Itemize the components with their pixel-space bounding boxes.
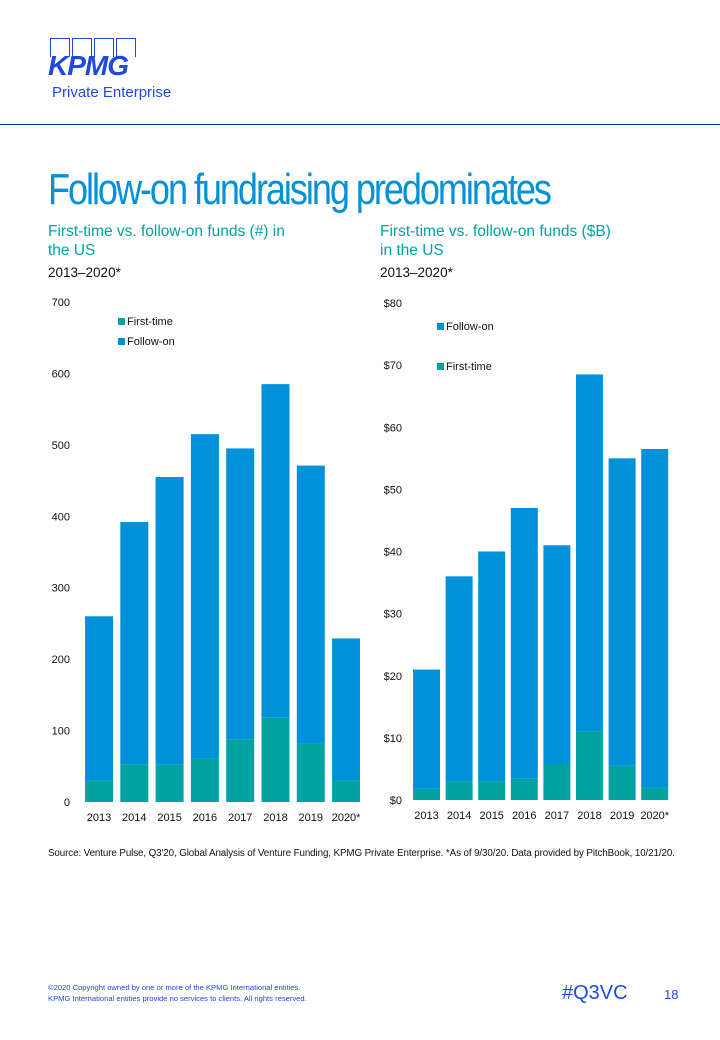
x-tick-label: 2013 <box>414 810 438 822</box>
chart2-title-line1: First-time vs. follow-on funds ($B) <box>380 223 611 240</box>
kpmg-logo: KPMG Private Enterprise <box>48 38 178 108</box>
bar-first-time-2013 <box>85 780 113 802</box>
bar-first-time-2018 <box>261 717 290 802</box>
chart2-title-line2: in the US <box>380 242 444 259</box>
x-tick-label: 2016 <box>193 812 217 824</box>
y-tick-label: 500 <box>52 440 70 452</box>
bar-first-time-2020 <box>332 780 360 802</box>
y-tick-label: 100 <box>52 726 70 738</box>
x-tick-label: 2013 <box>87 812 111 824</box>
bar-follow-on-2014 <box>445 576 473 782</box>
bar-first-time-2017 <box>226 739 255 802</box>
bar-follow-on-2018 <box>576 374 603 732</box>
chart2-subtitle: 2013–2020* <box>380 265 453 280</box>
x-tick-label: 2016 <box>512 810 536 822</box>
y-tick-label: $60 <box>384 422 402 434</box>
x-tick-label: 2017 <box>228 812 252 824</box>
x-tick-label: 2019 <box>299 812 323 824</box>
bar-first-time-2014 <box>120 764 149 802</box>
y-tick-label: 400 <box>52 511 70 523</box>
page-number: 18 <box>664 987 679 1002</box>
x-tick-label: 2015 <box>157 812 181 824</box>
bar-first-time-2016 <box>190 758 219 802</box>
bar-follow-on-2017 <box>226 448 255 740</box>
bar-follow-on-2013 <box>85 616 113 781</box>
legend-swatch <box>437 363 444 370</box>
logo-subtitle: Private Enterprise <box>52 84 172 101</box>
bar-follow-on-2013 <box>413 669 440 789</box>
bar-follow-on-2019 <box>608 458 636 766</box>
x-tick-label: 2014 <box>122 812 146 824</box>
y-tick-label: 700 <box>52 297 70 309</box>
bar-follow-on-2017 <box>543 545 571 764</box>
bar-follow-on-2018 <box>261 384 290 718</box>
legend-label: First-time <box>127 316 173 328</box>
bar-follow-on-2015 <box>155 477 184 765</box>
x-tick-label: 2020* <box>640 810 669 822</box>
chart1-title-line1: First-time vs. follow-on funds (#) in <box>48 223 285 240</box>
chart2-svg: $0 $10 $20 $30 $40 $50 $60 $70 $80 2013 2014 2015 20… <box>384 298 670 822</box>
y-tick-label: $0 <box>390 795 402 807</box>
x-tick-label: 2017 <box>545 810 569 822</box>
legend-label: Follow-on <box>127 336 175 348</box>
y-tick-label: 300 <box>52 583 70 595</box>
hashtag: #Q3VC <box>562 982 628 1004</box>
x-tick-label: 2019 <box>610 810 634 822</box>
chart1-subtitle: 2013–2020* <box>48 265 121 280</box>
y-tick-label: $10 <box>384 733 402 745</box>
bar-follow-on-2016 <box>190 434 219 759</box>
copyright: ©2020 Copyright owned by one or more of … <box>48 982 307 1004</box>
legend-label: First-time <box>446 361 492 373</box>
bar-first-time-2013 <box>413 788 440 800</box>
copyright-line1: ©2020 Copyright owned by one or more of … <box>48 983 301 992</box>
bar-first-time-2015 <box>155 764 184 802</box>
chart2-title: First-time vs. follow-on funds ($B) in t… <box>380 222 611 260</box>
y-tick-label: $40 <box>384 547 402 559</box>
bar-follow-on-2014 <box>120 522 149 765</box>
y-tick-label: $30 <box>384 609 402 621</box>
bar-first-time-2017 <box>543 763 571 800</box>
logo-boxes-icon <box>50 38 140 60</box>
chart1-title: First-time vs. follow-on funds (#) in th… <box>48 222 285 260</box>
y-tick-label: 600 <box>52 368 70 380</box>
x-tick-label: 2014 <box>447 810 471 822</box>
bar-follow-on-2015 <box>478 551 506 782</box>
x-tick-label: 2015 <box>479 810 503 822</box>
y-tick-label: $80 <box>384 298 402 310</box>
y-tick-label: $20 <box>384 671 402 683</box>
bar-first-time-2020 <box>641 787 669 800</box>
logo-word: KPMG <box>48 50 129 81</box>
legend-swatch <box>437 323 444 330</box>
x-tick-label: 2020* <box>332 812 360 824</box>
bar-first-time-2015 <box>478 781 506 800</box>
x-tick-label: 2018 <box>577 810 601 822</box>
legend-swatch <box>118 338 125 345</box>
bar-follow-on-2019 <box>296 465 325 744</box>
bar-first-time-2019 <box>608 765 636 800</box>
legend-swatch <box>118 318 125 325</box>
bar-first-time-2014 <box>445 781 473 800</box>
bar-first-time-2018 <box>576 731 603 800</box>
source-note: Source: Venture Pulse, Q3'20, Global Ana… <box>48 848 675 859</box>
y-tick-label: 0 <box>64 797 70 809</box>
bar-follow-on-2020 <box>641 448 669 788</box>
bar-follow-on-2020 <box>332 638 360 781</box>
header-divider <box>0 124 720 125</box>
y-tick-label: $70 <box>384 360 402 372</box>
y-tick-label: $50 <box>384 484 402 496</box>
bar-first-time-2016 <box>510 778 538 800</box>
bar-first-time-2019 <box>296 743 325 802</box>
chart1-title-line2: the US <box>48 242 96 259</box>
page-title: Follow-on fundraising predominates <box>48 165 552 215</box>
x-tick-label: 2018 <box>263 812 287 824</box>
legend-label: Follow-on <box>446 321 494 333</box>
chart1-svg: 0 100 200 300 400 500 600 700 2013 2014 2015 2016 20… <box>52 297 360 824</box>
bar-follow-on-2016 <box>510 508 538 779</box>
y-tick-label: 200 <box>52 654 70 666</box>
copyright-line2: KPMG International entities provide no s… <box>48 994 307 1003</box>
